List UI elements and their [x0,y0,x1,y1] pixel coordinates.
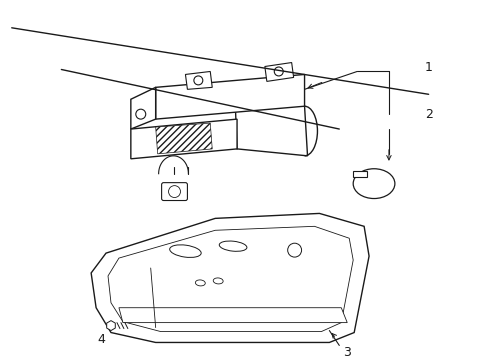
Text: 1: 1 [424,61,432,74]
Circle shape [193,76,203,85]
Polygon shape [185,72,212,89]
Ellipse shape [352,169,394,198]
Polygon shape [131,87,155,129]
Polygon shape [91,213,368,342]
Polygon shape [235,99,307,156]
Polygon shape [155,123,212,154]
Polygon shape [264,63,293,81]
Polygon shape [155,75,304,119]
FancyBboxPatch shape [162,183,187,201]
Polygon shape [352,171,366,177]
Text: 3: 3 [343,346,350,359]
Polygon shape [131,119,237,159]
Ellipse shape [195,280,205,286]
Circle shape [168,186,180,198]
Text: 2: 2 [424,108,432,121]
Ellipse shape [213,278,223,284]
Text: 4: 4 [97,333,105,346]
Circle shape [136,109,145,119]
Circle shape [274,67,283,76]
Ellipse shape [219,241,246,251]
Ellipse shape [169,245,201,257]
Polygon shape [119,308,346,323]
Circle shape [287,243,301,257]
Polygon shape [108,226,352,332]
